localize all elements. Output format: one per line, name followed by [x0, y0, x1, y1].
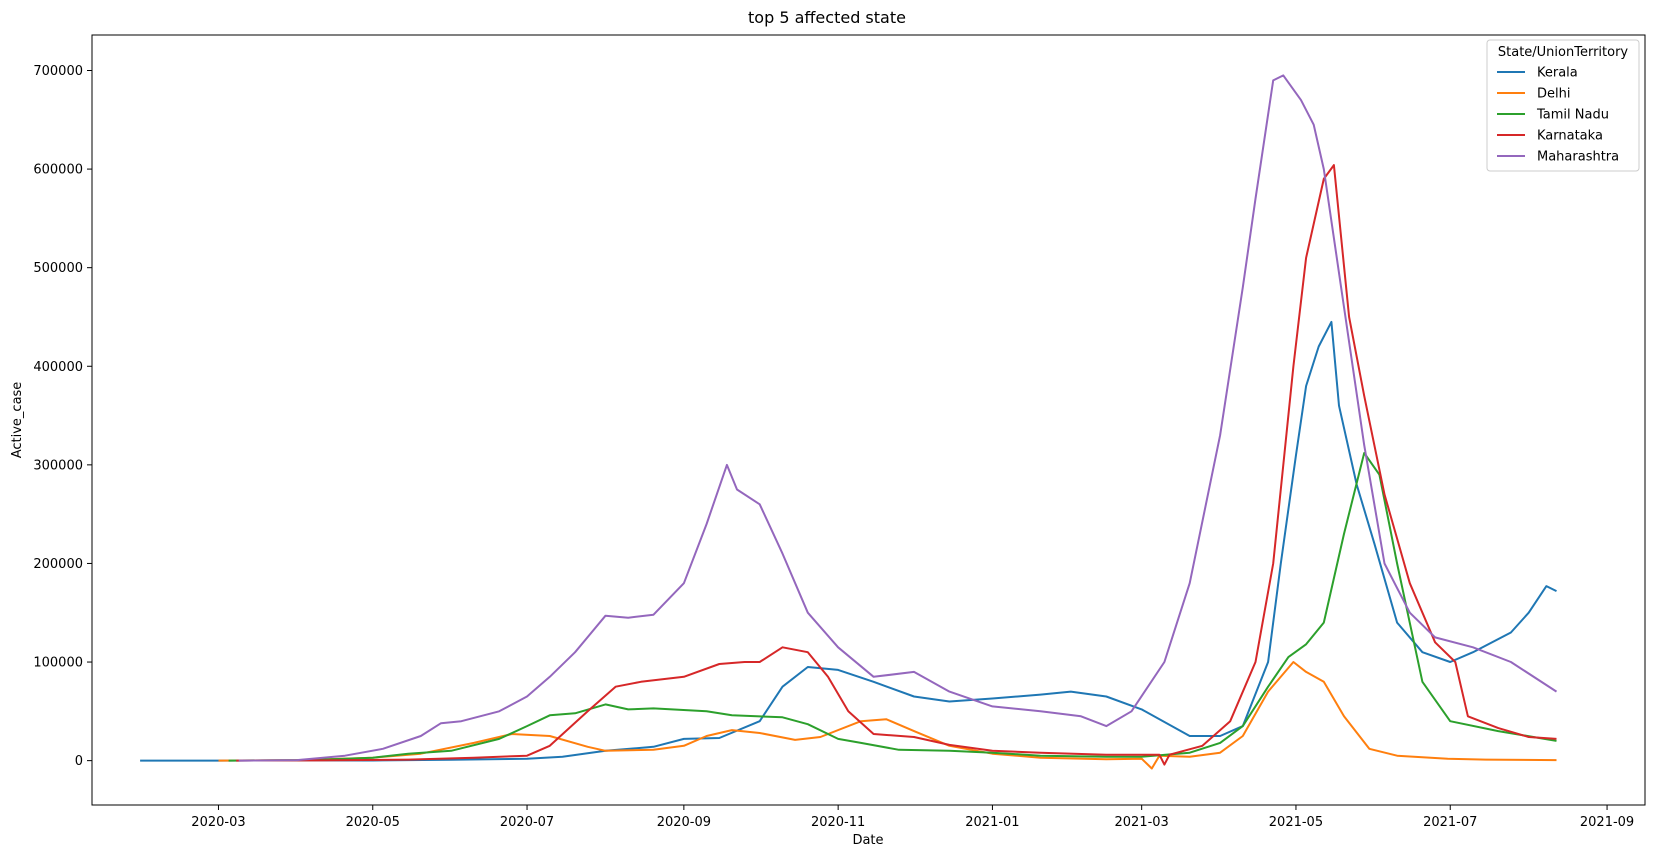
x-tick-label: 2020-03: [191, 815, 245, 830]
legend-label-maharashtra: Maharashtra: [1537, 150, 1619, 165]
y-axis: 0 100000 200000 300000 400000 500000 600000 700…: [33, 64, 92, 769]
legend: State/UnionTerritory Kerala Delhi Tamil Na…: [1486, 39, 1640, 172]
y-tick-label: 600000: [33, 163, 83, 178]
y-axis-label: Active_case: [10, 382, 25, 459]
chart-title: top 5 affected state: [748, 8, 906, 27]
y-tick-label: 300000: [33, 458, 83, 473]
x-tick-label: 2021-01: [965, 815, 1019, 830]
legend-label-kerala: Kerala: [1537, 66, 1578, 81]
legend-label-tamil-nadu: Tamil Nadu: [1536, 108, 1609, 123]
plot-lines: [140, 74, 1558, 770]
x-tick-label: 2021-07: [1423, 815, 1477, 830]
x-axis-label: Date: [852, 833, 883, 848]
legend-label-delhi: Delhi: [1537, 87, 1570, 102]
y-tick-label: 200000: [33, 557, 83, 572]
y-tick-label: 100000: [33, 656, 83, 671]
series-line-maharashtra: [238, 74, 1558, 762]
x-tick-label: 2021-09: [1580, 815, 1634, 830]
series-line-karnataka: [236, 164, 1557, 766]
x-tick-label: 2020-05: [346, 815, 400, 830]
y-tick-label: 700000: [33, 64, 83, 79]
x-tick-label: 2020-07: [500, 815, 554, 830]
legend-items: Kerala Delhi Tamil Nadu Karnataka Maharashtr…: [1497, 66, 1619, 165]
legend-label-karnataka: Karnataka: [1537, 129, 1603, 144]
x-axis: 2020-03 2020-05 2020-07 2020-09 2020-11 2021-…: [191, 805, 1634, 830]
x-tick-label: 2020-09: [657, 815, 711, 830]
series-line-tamil-nadu: [228, 452, 1557, 762]
x-tick-label: 2021-05: [1269, 815, 1323, 830]
plot-frame: [91, 34, 1646, 806]
y-tick-label: 0: [75, 754, 83, 769]
x-tick-label: 2021-03: [1115, 815, 1169, 830]
legend-title: State/UnionTerritory: [1498, 45, 1629, 60]
x-tick-label: 2020-11: [811, 815, 865, 830]
y-tick-label: 400000: [33, 360, 83, 375]
y-tick-label: 500000: [33, 261, 83, 276]
